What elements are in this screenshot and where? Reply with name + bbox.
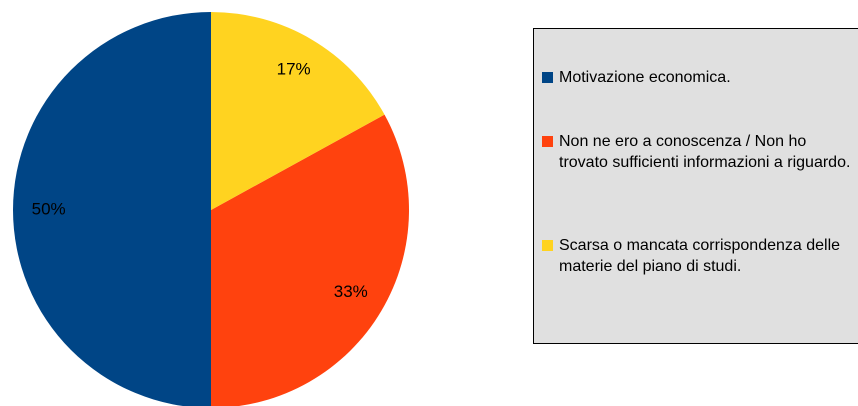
pie-slice [211,12,385,210]
legend-label: Motivazione economica. [559,69,731,86]
value-label: 50% [32,199,66,218]
legend-item: Non ne ero a conoscenza / Non ho trovato… [542,131,852,173]
legend-item: Motivazione economica. [542,67,852,88]
chart: 50% 33% 17% [13,12,409,406]
value-label: 33% [334,282,368,301]
legend-swatch [542,136,553,147]
legend-label: Scarsa o mancata corrispondenza delle ma… [559,237,841,275]
legend-swatch [542,240,553,251]
value-label: 17% [277,60,311,79]
legend-item: Scarsa o mancata corrispondenza delle ma… [542,235,852,277]
pie-slice [211,114,409,406]
legend: Motivazione economica. Non ne ero a conos… [533,28,858,344]
legend-label: Non ne ero a conoscenza / Non ho trovato… [559,133,851,171]
pie-slice [13,12,211,406]
legend-swatch [542,72,553,83]
